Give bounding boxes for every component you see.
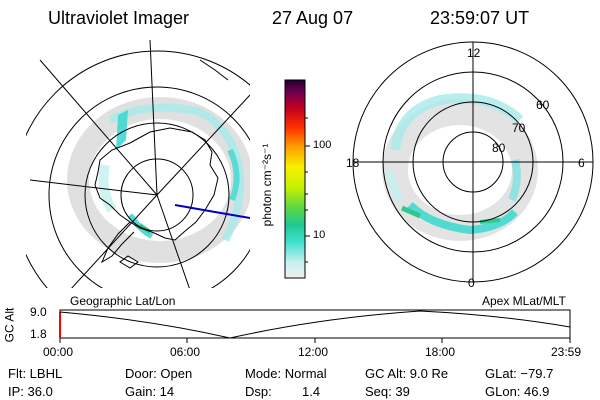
instrument-title: Ultraviolet Imager [48, 8, 190, 28]
time-tick-1200: 12:00 [298, 345, 329, 359]
altitude-ytick-1.8: 1.8 [30, 327, 47, 341]
time-tick-0600: 06:00 [170, 345, 201, 359]
antarctica-coastline [94, 59, 229, 269]
mlat-label-70: 70 [512, 121, 526, 135]
geographic-map [26, 40, 250, 288]
altitude-curve [59, 310, 571, 339]
mode-info: Mode: Normal [245, 366, 327, 381]
glat-info: GLat: −79.7 [485, 366, 554, 381]
colorbar-ticks [305, 117, 310, 263]
time-label: 23:59:07 UT [430, 8, 530, 28]
altitude-plot [59, 309, 571, 343]
altitude-ylabel: GC Alt [2, 307, 17, 343]
dsp-value: 1.4 [302, 384, 321, 399]
gain-info: Gain: 14 [125, 384, 175, 399]
aurora-oval-right [382, 93, 538, 241]
filter-info: Flt: LBHL [8, 366, 63, 381]
glon-info: GLon: 46.9 [485, 384, 550, 399]
colorbar [284, 79, 306, 279]
satellite-track [174, 204, 250, 219]
gc-alt-info: GC Alt: 9.0 Re [365, 366, 449, 381]
lat-lon-grid-left [26, 40, 250, 288]
mlt-label-6: 6 [578, 156, 585, 170]
geographic-caption: Geographic Lat/Lon [70, 294, 176, 308]
mlt-label-12: 12 [467, 46, 481, 60]
apex-caption: Apex MLat/MLT [482, 294, 566, 308]
magnetic-map [352, 41, 594, 283]
time-tick-2359: 23:59 [551, 345, 582, 359]
colorbar-tick-100: 100 [313, 139, 332, 151]
dsp-label: Dsp: [245, 384, 272, 399]
seq-info: Seq: 39 [365, 384, 410, 399]
time-tick-1800: 18:00 [425, 345, 456, 359]
mlat-label-80: 80 [492, 141, 506, 155]
door-info: Door: Open [125, 366, 193, 381]
mlt-label-0: 0 [468, 276, 475, 290]
mlat-mlt-grid [352, 41, 594, 283]
mlt-label-18: 18 [346, 156, 360, 170]
altitude-ytick-9: 9.0 [30, 305, 47, 319]
mlat-label-60: 60 [536, 98, 550, 112]
colorbar-tick-10: 10 [313, 229, 326, 241]
date-label: 27 Aug 07 [272, 8, 354, 28]
time-tick-0000: 00:00 [43, 345, 74, 359]
colorbar-unit-label: photon cm⁻²s⁻¹ [260, 143, 274, 227]
ip-info: IP: 36.0 [8, 384, 53, 399]
